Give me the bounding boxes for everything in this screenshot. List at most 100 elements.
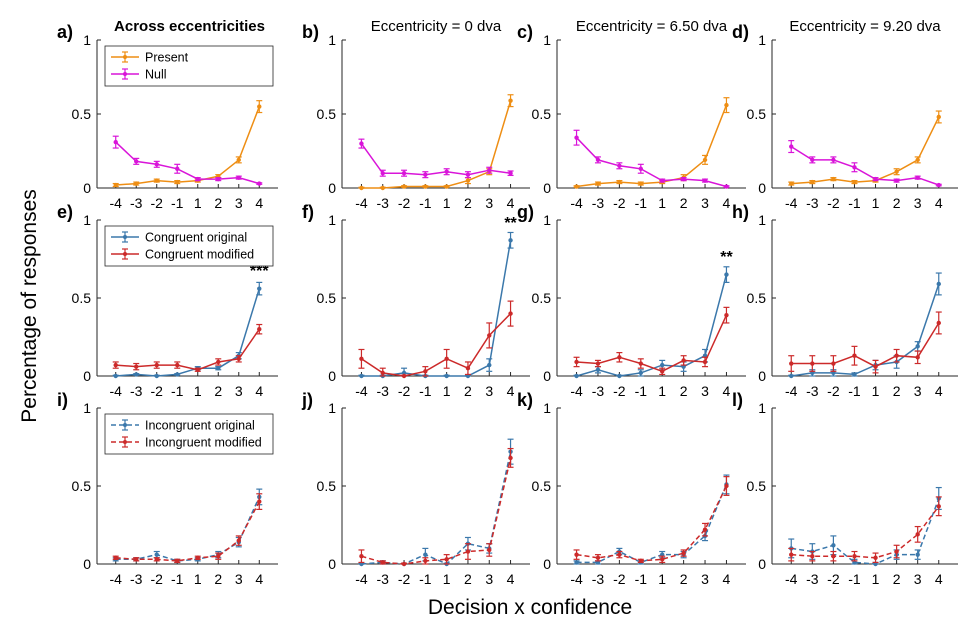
data-point [936,320,941,326]
data-point [154,362,159,368]
data-point [113,555,118,560]
x-tick-label: -4 [355,571,368,587]
data-point [380,370,385,376]
x-tick-label: -4 [570,195,583,211]
series-line [361,240,512,377]
data-point [915,552,920,557]
x-tick-label: -1 [419,571,432,587]
x-tick-label: -3 [806,571,819,587]
x-tick-label: 4 [723,383,731,399]
data-point [595,157,601,163]
data-point [257,327,262,332]
data-point [134,159,139,164]
data-point [831,543,836,548]
data-point [617,179,622,185]
data-point [508,311,513,316]
series-line [115,328,260,371]
legend: Incongruent original Incongruent modified [104,413,274,455]
data-point [444,184,449,189]
data-point [401,370,407,376]
legend-swatch-point [123,55,127,59]
y-tick-label: 0.5 [317,106,337,122]
data-point [617,355,622,360]
x-tick-label: 4 [935,195,943,211]
data-point [216,366,221,371]
y-tick-label: 1 [328,32,336,48]
panel-label: h) [732,202,749,222]
data-point [216,359,221,365]
y-tick-label: 0 [758,556,766,572]
data-point [617,373,622,379]
legend: Congruent original Congruent modified [104,225,274,267]
x-tick-label: 4 [935,383,943,399]
data-point [894,169,899,174]
data-point [702,527,708,532]
y-tick-label: 0 [328,556,336,572]
data-point [154,162,159,167]
series-modified [358,300,514,379]
x-tick-label: -2 [398,383,411,399]
data-point [595,361,601,366]
series-line [791,505,940,559]
x-tick-label: -2 [151,383,164,399]
data-point [915,175,920,180]
data-point [852,353,857,358]
data-point [852,372,857,377]
x-tick-label: -4 [785,383,798,399]
series-null [788,140,942,188]
legend-entry: Congruent original [145,231,247,245]
series-modified [573,306,730,376]
x-tick-label: 3 [485,195,493,211]
data-point [852,179,857,185]
data-point [831,176,836,182]
series-line [576,484,728,564]
panel-label: c) [517,22,533,42]
x-tick-label: -1 [635,383,648,399]
y-tick-label: 1 [328,400,336,416]
data-point [574,560,579,565]
data-point [487,547,492,553]
x-tick-label: -1 [848,383,861,399]
data-point [487,168,492,173]
series-null [358,138,514,179]
data-point [113,182,118,188]
series-congruent-modified [112,323,263,372]
x-tick-label: -1 [848,571,861,587]
y-tick-label: 1 [758,32,766,48]
data-point [380,185,385,191]
x-tick-label: -3 [592,383,605,399]
x-tick-label: -4 [785,571,798,587]
x-tick-label: -3 [377,383,390,399]
x-tick-label: -4 [355,195,368,211]
legend-entry: Congruent modified [145,248,254,262]
data-point [359,373,364,379]
series-line [576,104,728,188]
x-tick-label: 1 [443,571,451,587]
data-point [401,184,407,189]
data-point [681,176,686,182]
x-tick-label: 4 [507,383,515,399]
x-tick-label: -1 [171,571,184,587]
x-tick-label: -2 [613,195,626,211]
y-tick-label: 0 [83,180,91,196]
data-point [574,184,579,189]
x-tick-label: 3 [701,383,709,399]
data-point [401,561,407,567]
series-line [115,288,261,377]
data-point [936,182,941,188]
data-point [257,104,262,109]
series-line [115,141,260,185]
data-point [257,286,262,291]
data-point [873,555,878,560]
x-tick-label: -2 [151,571,164,587]
x-tick-label: 1 [872,195,880,211]
legend-box [104,225,274,267]
y-tick-label: 0 [83,368,91,384]
data-point [444,169,449,174]
series-original [573,474,730,565]
series-modified [573,476,730,564]
data-point [134,372,139,377]
series-line [361,457,512,565]
x-tick-label: 1 [194,571,202,587]
